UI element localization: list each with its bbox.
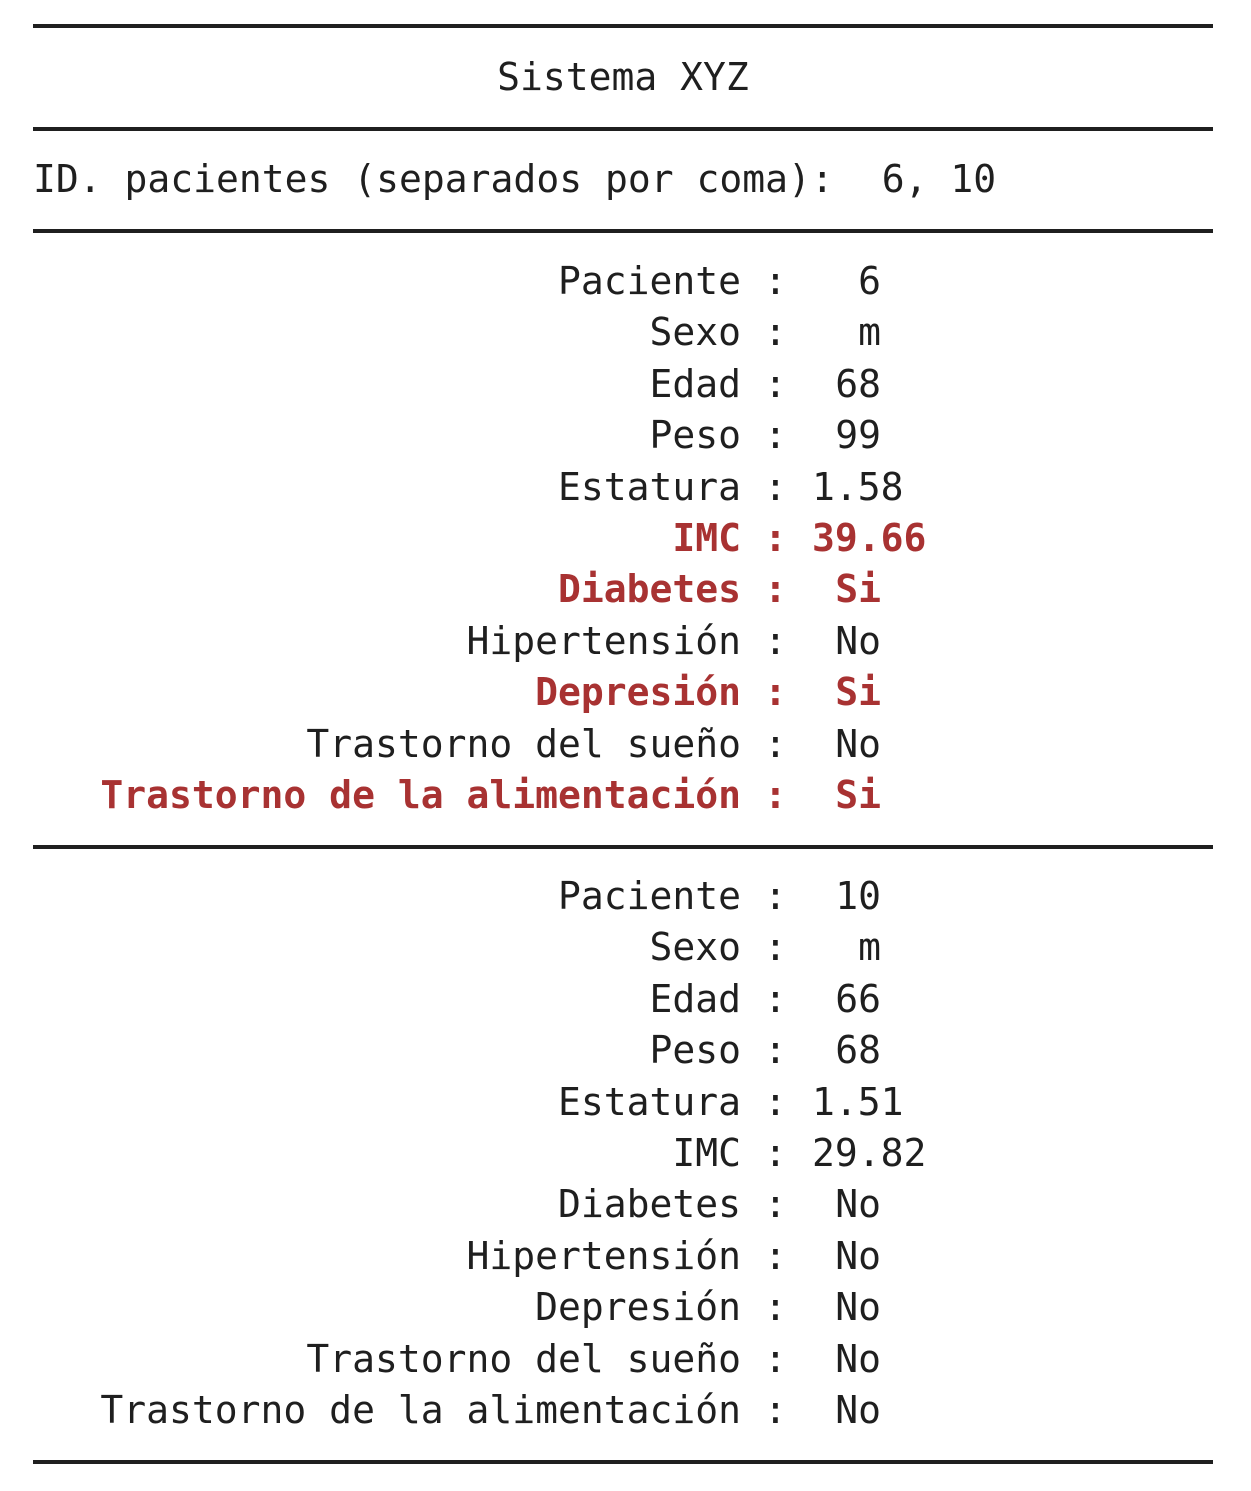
patient-record: Paciente:10 Sexo: m Edad:66 Peso:68 Estatura:… bbox=[33, 871, 1213, 1436]
field-separator: : bbox=[764, 361, 787, 406]
field-separator: : bbox=[764, 1336, 787, 1381]
field-separator: : bbox=[764, 1130, 787, 1175]
field-label: Trastorno del sueño bbox=[306, 721, 741, 766]
field-row-edad: Edad: 68 bbox=[33, 359, 1213, 410]
field-separator: : bbox=[764, 976, 787, 1021]
record-separator-rule bbox=[33, 845, 1213, 849]
prompt-rule bbox=[33, 229, 1213, 233]
field-label: IMC bbox=[672, 1130, 741, 1175]
field-value: Si bbox=[835, 567, 881, 612]
field-row-paciente: Paciente: 6 bbox=[33, 256, 1213, 307]
field-label: IMC bbox=[672, 515, 741, 560]
field-separator: : bbox=[764, 1079, 787, 1124]
field-value: 10 bbox=[835, 874, 881, 918]
field-value: Si bbox=[835, 772, 881, 817]
top-rule bbox=[33, 24, 1213, 28]
title-rule bbox=[33, 127, 1213, 131]
field-label: Hipertensión bbox=[466, 1233, 741, 1278]
field-separator: : bbox=[764, 1285, 787, 1330]
field-value: Si bbox=[835, 670, 881, 715]
field-value: 99 bbox=[835, 413, 881, 458]
field-value: No bbox=[835, 1387, 881, 1432]
patient-record: Paciente:6 Sexo: m Edad:68 Peso:99 Estatura:1… bbox=[33, 256, 1213, 821]
field-label: Edad bbox=[649, 361, 741, 406]
field-label: Paciente bbox=[557, 259, 741, 303]
field-value: 1.51 bbox=[812, 1079, 904, 1124]
field-row-edad: Edad: 66 bbox=[33, 974, 1213, 1025]
field-label: Depresión bbox=[535, 1285, 741, 1330]
app-title: Sistema XYZ bbox=[497, 55, 749, 99]
field-row-depresion: Depresión: No bbox=[33, 1282, 1213, 1333]
field-row-imc: IMC:39.66 bbox=[33, 513, 1213, 564]
field-separator: : bbox=[764, 515, 787, 560]
field-row-diabetes: Diabetes: No bbox=[33, 1179, 1213, 1230]
field-label: Edad bbox=[649, 976, 741, 1021]
field-separator: : bbox=[764, 1028, 787, 1073]
field-separator: : bbox=[764, 1182, 787, 1227]
field-label: Depresión bbox=[535, 670, 741, 715]
field-row-imc: IMC:29.82 bbox=[33, 1128, 1213, 1179]
field-row-trastorno-de-la-alimentacion: Trastorno de la alimentación: No bbox=[33, 1385, 1213, 1436]
field-value: 6 bbox=[858, 259, 881, 303]
field-separator: : bbox=[764, 670, 787, 715]
field-separator: : bbox=[764, 925, 787, 970]
field-label: Hipertensión bbox=[466, 618, 741, 663]
patient-id-prompt-label: ID. pacientes (separados por coma): bbox=[33, 157, 834, 201]
field-row-peso: Peso: 68 bbox=[33, 1025, 1213, 1076]
field-label: Peso bbox=[649, 1028, 741, 1073]
field-row-hipertension: Hipertensión: No bbox=[33, 616, 1213, 667]
field-row-peso: Peso: 99 bbox=[33, 410, 1213, 461]
field-row-diabetes: Diabetes: Si bbox=[33, 564, 1213, 615]
field-separator: : bbox=[764, 721, 787, 766]
field-label: Paciente bbox=[557, 874, 741, 918]
field-label: Estatura bbox=[557, 1079, 741, 1124]
field-label: Diabetes bbox=[557, 1182, 741, 1227]
field-row-trastorno-del-sueno: Trastorno del sueño: No bbox=[33, 1334, 1213, 1385]
field-separator: : bbox=[764, 567, 787, 612]
field-row-sexo: Sexo: m bbox=[33, 922, 1213, 973]
field-value: No bbox=[835, 1233, 881, 1278]
field-separator: : bbox=[764, 1233, 787, 1278]
patient-id-input[interactable]: 6, 10 bbox=[881, 157, 997, 201]
field-label: Peso bbox=[649, 413, 741, 458]
field-label: Diabetes bbox=[557, 567, 741, 612]
field-value: 68 bbox=[835, 1028, 881, 1073]
field-value: m bbox=[858, 310, 881, 355]
field-row-sexo: Sexo: m bbox=[33, 307, 1213, 358]
field-separator: : bbox=[764, 464, 787, 509]
field-value: No bbox=[835, 1285, 881, 1330]
field-row-estatura: Estatura:1.58 bbox=[33, 462, 1213, 513]
field-row-hipertension: Hipertensión: No bbox=[33, 1231, 1213, 1282]
field-separator: : bbox=[764, 874, 787, 918]
field-value: 1.58 bbox=[812, 464, 904, 509]
patient-id-prompt: ID. pacientes (separados por coma): 6, 10 bbox=[33, 154, 996, 204]
field-value: No bbox=[835, 1182, 881, 1227]
field-separator: : bbox=[764, 310, 787, 355]
field-value: 29.82 bbox=[812, 1130, 927, 1175]
field-separator: : bbox=[764, 772, 787, 817]
field-value: 66 bbox=[835, 976, 881, 1021]
field-value: No bbox=[835, 721, 881, 766]
field-row-depresion: Depresión: Si bbox=[33, 667, 1213, 718]
field-label: Trastorno de la alimentación bbox=[100, 1387, 741, 1432]
field-row-paciente: Paciente: 10 bbox=[33, 871, 1213, 922]
field-row-trastorno-del-sueno: Trastorno del sueño: No bbox=[33, 719, 1213, 770]
field-value: 68 bbox=[835, 361, 881, 406]
field-row-trastorno-de-la-alimentacion: Trastorno de la alimentación: Si bbox=[33, 770, 1213, 821]
field-value: No bbox=[835, 618, 881, 663]
field-separator: : bbox=[764, 618, 787, 663]
field-label: Estatura bbox=[557, 464, 741, 509]
field-value: No bbox=[835, 1336, 881, 1381]
field-separator: : bbox=[764, 259, 787, 303]
field-separator: : bbox=[764, 1387, 787, 1432]
field-label: Trastorno del sueño bbox=[306, 1336, 741, 1381]
field-separator: : bbox=[764, 413, 787, 458]
bottom-rule bbox=[33, 1460, 1213, 1464]
field-value: 39.66 bbox=[812, 515, 927, 560]
field-label: Sexo bbox=[649, 925, 741, 970]
field-label: Trastorno de la alimentación bbox=[100, 772, 741, 817]
field-label: Sexo bbox=[649, 310, 741, 355]
field-row-estatura: Estatura:1.51 bbox=[33, 1077, 1213, 1128]
field-value: m bbox=[858, 925, 881, 970]
